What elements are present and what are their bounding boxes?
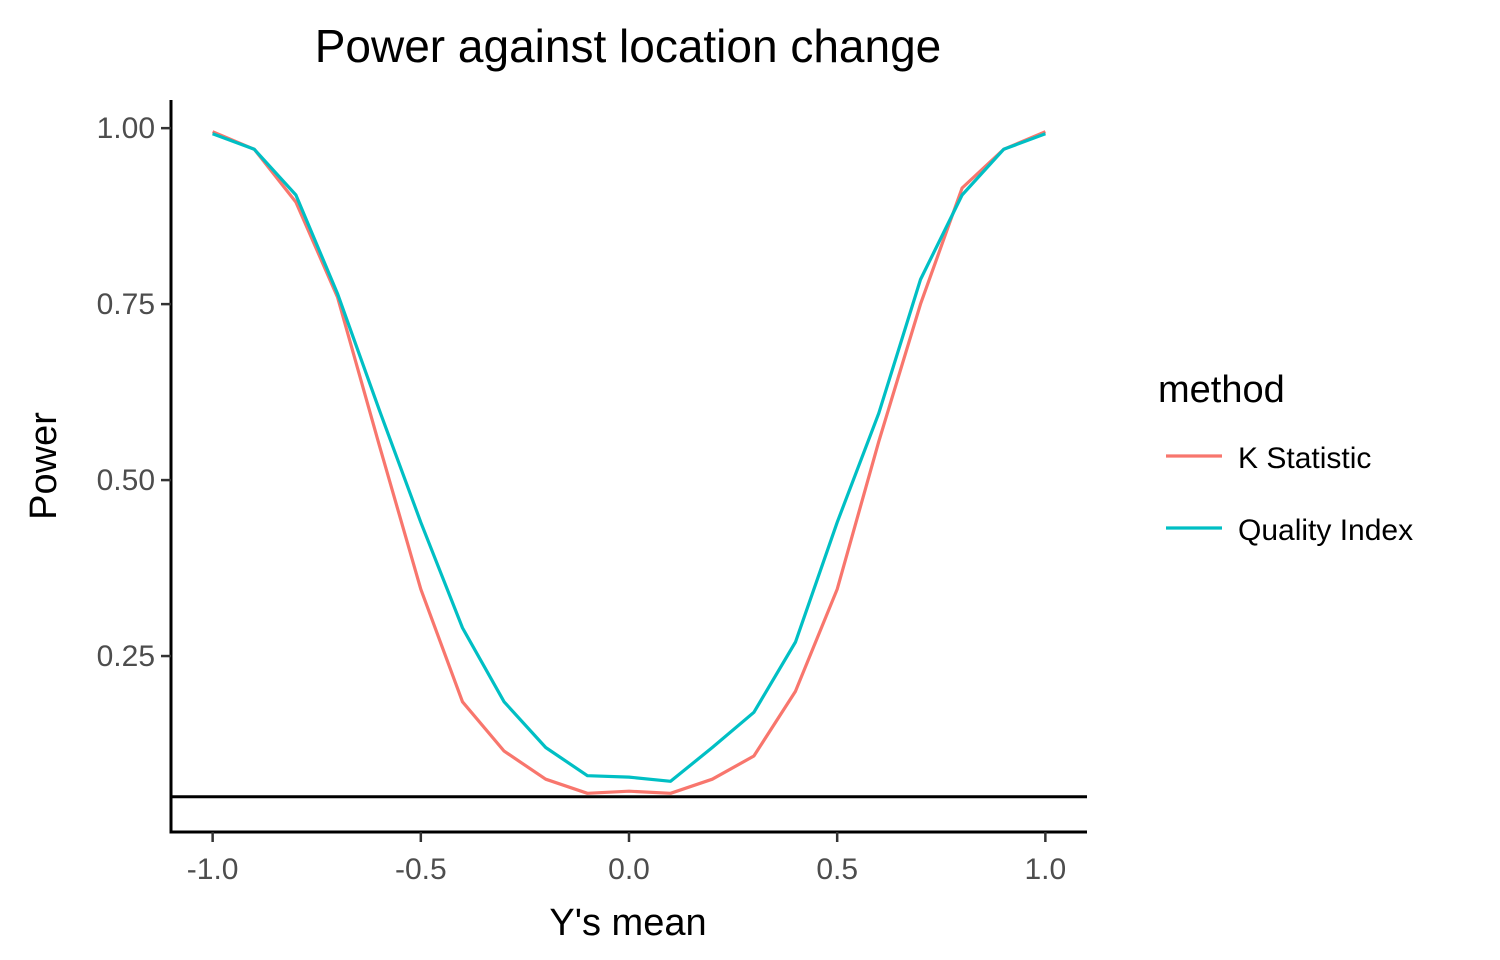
plot-area: 0.25 0.50 0.75 1.00 -1.0 -0.5 0.0 0.5 1.0 (97, 100, 1087, 886)
series-line-quality-index (212, 132, 1046, 783)
y-tick-label-0-75: 0.75 (97, 288, 155, 321)
legend-item-k-statistic: K Statistic (1166, 442, 1371, 475)
x-tick-label-1-0: 1.0 (1025, 853, 1067, 886)
y-tick-label-1-00: 1.00 (97, 112, 155, 145)
chart-title: Power against location change (315, 20, 942, 72)
y-axis-title: Power (23, 412, 65, 520)
y-tick-label-0-50: 0.50 (97, 464, 155, 497)
legend-label-k-statistic: K Statistic (1238, 442, 1371, 475)
x-tick-label-0-5: 0.5 (816, 853, 858, 886)
series-line-k-statistic (211, 130, 1047, 795)
legend: method K Statistic Quality Index (1158, 369, 1413, 547)
legend-item-quality-index: Quality Index (1166, 514, 1413, 547)
legend-label-quality-index: Quality Index (1238, 514, 1413, 547)
x-tick-label-1-0: -1.0 (187, 853, 239, 886)
x-tick-label-0-5: -0.5 (395, 853, 447, 886)
y-tick-label-0-25: 0.25 (97, 640, 155, 673)
x-axis-title: Y's mean (549, 902, 706, 944)
legend-title: method (1158, 369, 1285, 411)
x-tick-label-0-0: 0.0 (608, 853, 650, 886)
